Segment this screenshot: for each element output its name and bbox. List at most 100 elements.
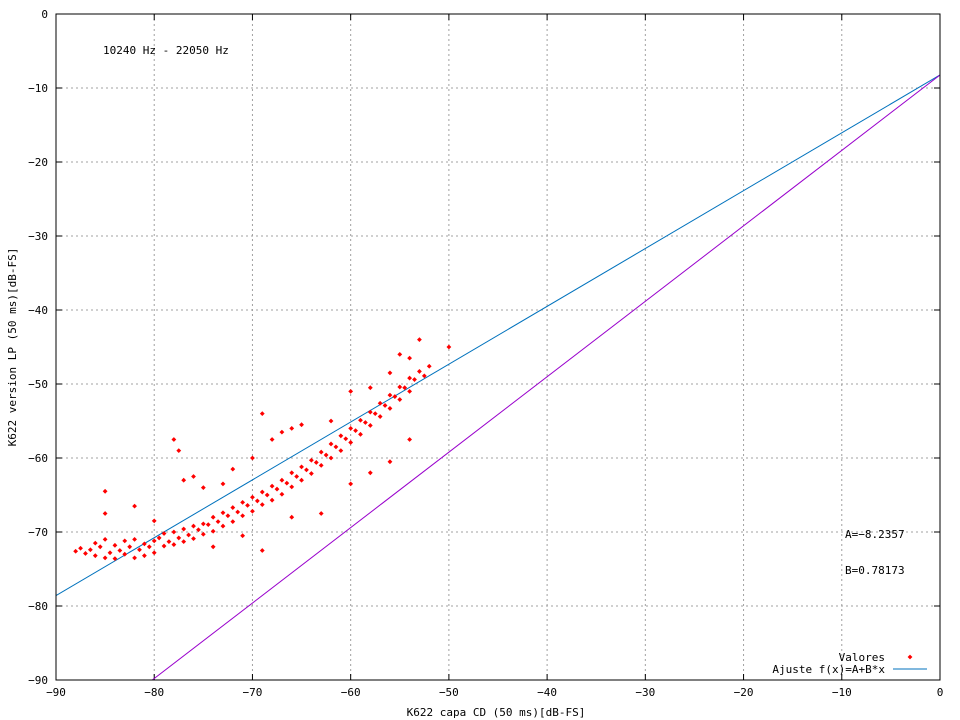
x-tick-label: −20 xyxy=(734,686,754,699)
x-tick-labels: −90 −80 −70 −60 −50 −40 −30 −20 −10 0 xyxy=(46,686,943,699)
data-point xyxy=(107,550,113,556)
reference-line xyxy=(151,74,940,680)
x-axis-label: K622 capa CD (50 ms)[dB-FS] xyxy=(407,706,586,719)
data-point xyxy=(210,514,216,520)
data-point xyxy=(348,481,354,487)
data-point xyxy=(102,537,108,542)
data-point xyxy=(127,544,133,550)
data-point xyxy=(240,513,246,519)
data-point xyxy=(122,551,128,557)
data-point xyxy=(269,497,275,503)
legend-label-ajuste: Ajuste f(x)=A+B*x xyxy=(772,663,885,676)
data-point xyxy=(407,375,412,381)
data-point xyxy=(402,385,408,391)
data-point xyxy=(358,417,363,423)
data-point xyxy=(318,463,324,468)
data-point xyxy=(323,452,329,458)
data-point xyxy=(102,511,108,516)
data-point xyxy=(289,514,295,520)
y-tick-label: 0 xyxy=(41,8,48,21)
data-point xyxy=(73,548,79,554)
data-point xyxy=(151,550,157,556)
data-point xyxy=(245,502,250,508)
data-point xyxy=(348,440,354,445)
plot-area xyxy=(56,74,940,680)
data-point xyxy=(363,420,368,425)
data-point xyxy=(358,431,363,437)
data-point xyxy=(421,373,427,379)
data-point xyxy=(269,483,275,489)
data-point xyxy=(367,470,373,476)
data-point xyxy=(328,441,334,447)
data-point xyxy=(407,389,412,394)
data-point xyxy=(225,513,231,519)
data-point xyxy=(181,477,187,483)
data-point xyxy=(318,511,324,516)
data-point xyxy=(299,422,304,428)
data-point xyxy=(117,548,123,553)
data-point xyxy=(294,474,300,479)
data-point xyxy=(142,541,147,547)
x-tick-label: −90 xyxy=(46,686,66,699)
data-point xyxy=(304,467,309,473)
data-point xyxy=(397,397,403,402)
y-tick-label: −90 xyxy=(28,674,48,687)
data-point xyxy=(308,457,314,463)
data-point xyxy=(348,426,354,431)
data-point xyxy=(220,510,226,516)
data-point xyxy=(397,352,403,357)
legend: Valores Ajuste f(x)=A+B*x xyxy=(772,651,927,676)
data-point xyxy=(176,535,182,541)
data-point xyxy=(176,448,182,453)
x-tick-label: −70 xyxy=(243,686,263,699)
data-point xyxy=(161,543,167,549)
data-point xyxy=(156,535,162,541)
frequency-range-annotation: 10240 Hz - 22050 Hz xyxy=(103,44,229,57)
data-point xyxy=(279,477,285,483)
data-point xyxy=(259,489,265,495)
data-point xyxy=(338,448,344,453)
x-tick-label: −40 xyxy=(537,686,557,699)
data-point xyxy=(274,486,280,492)
x-tick-label: −30 xyxy=(635,686,655,699)
data-point xyxy=(166,539,172,545)
data-point xyxy=(92,553,98,559)
x-tick-label: −50 xyxy=(439,686,459,699)
data-point xyxy=(210,544,216,550)
data-point xyxy=(426,363,432,369)
data-point xyxy=(289,470,295,476)
data-point xyxy=(259,502,265,508)
data-point xyxy=(289,484,295,490)
data-point xyxy=(308,471,314,476)
data-point xyxy=(377,400,383,406)
series-layer xyxy=(56,74,940,680)
y-tick-label: −30 xyxy=(28,230,48,243)
data-point xyxy=(142,553,147,559)
data-point xyxy=(259,411,265,416)
data-point xyxy=(446,344,452,350)
data-point xyxy=(112,542,118,548)
data-point xyxy=(284,480,290,486)
data-point xyxy=(367,409,373,415)
data-point xyxy=(196,527,201,533)
data-point xyxy=(122,538,128,544)
data-point xyxy=(87,547,93,553)
fit-param-a: A=−8.2357 xyxy=(845,528,905,541)
data-point xyxy=(161,531,167,536)
data-point xyxy=(137,547,142,553)
data-point xyxy=(92,540,98,546)
data-point xyxy=(343,436,349,442)
data-point xyxy=(254,498,260,504)
data-point xyxy=(412,377,417,382)
data-point xyxy=(407,355,412,361)
data-point xyxy=(181,526,187,532)
data-point xyxy=(377,414,383,419)
data-point xyxy=(392,394,398,399)
data-point xyxy=(191,474,196,479)
fit-param-b: B=0.78173 xyxy=(845,564,905,577)
data-point xyxy=(171,542,177,547)
data-point xyxy=(289,426,295,431)
data-point xyxy=(230,466,236,472)
data-point xyxy=(318,449,324,455)
